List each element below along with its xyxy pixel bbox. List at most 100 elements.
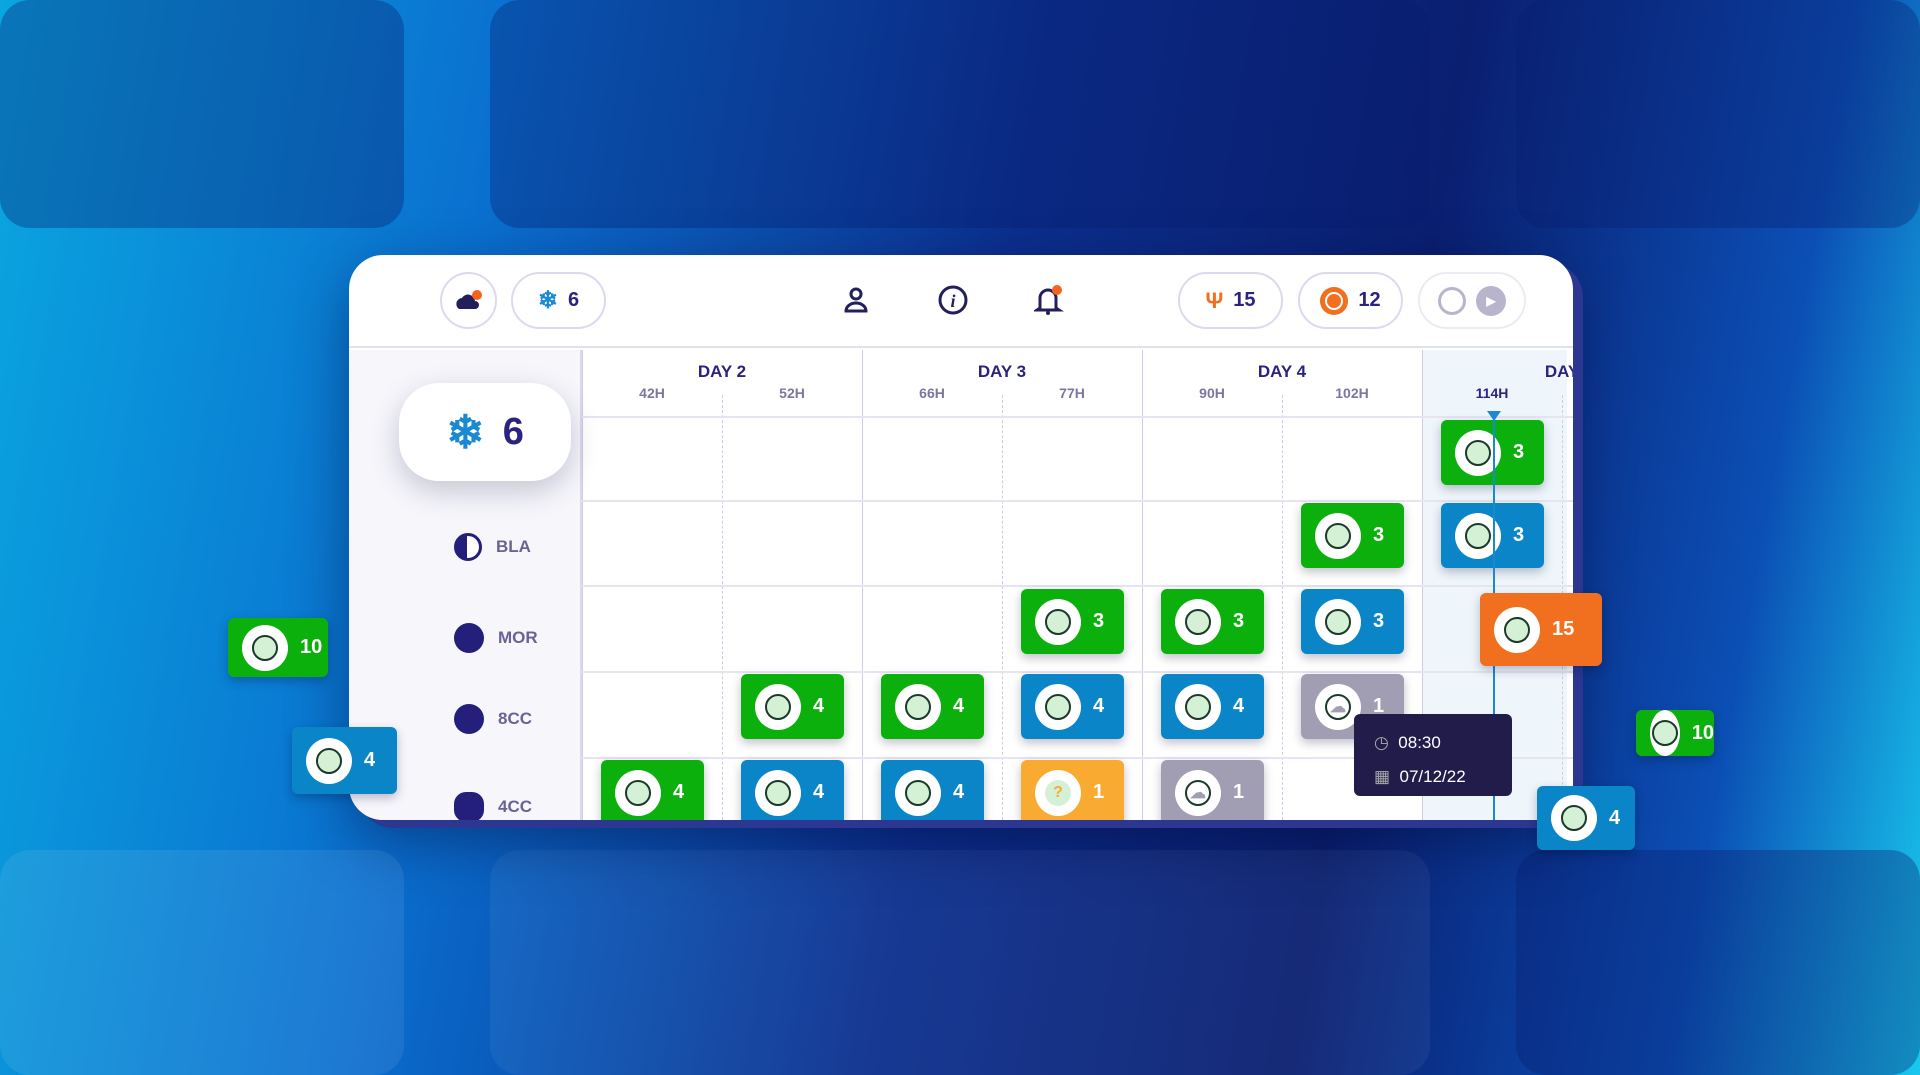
timeline-card: ❄ 6 i Ψ 15 12 ▶ DAY 2 DAY 3 DAY 4 DAY 42H 52H… (349, 255, 1573, 820)
embryo-tile-blue[interactable]: 4 (881, 760, 984, 820)
info-icon[interactable]: i (936, 283, 970, 317)
8-cell-icon (755, 683, 801, 730)
day-label: DAY (1544, 362, 1573, 381)
hour-label: 102H (1335, 385, 1369, 401)
person-icon[interactable] (839, 283, 873, 317)
frozen-summary-count: 6 (502, 410, 524, 453)
row-label-text: MOR (498, 628, 538, 647)
cloud-icon: ☁ (1175, 769, 1221, 816)
frozen-count: 6 (567, 289, 580, 311)
morula-icon (454, 623, 484, 653)
background-panel (0, 850, 404, 1075)
frozen-summary-badge: ❄ 6 (399, 383, 571, 481)
hour-label: 77H (1059, 385, 1085, 401)
background-panel (1516, 0, 1920, 228)
row-label-4cc: 4CC (454, 792, 532, 820)
8-cell-icon (895, 683, 941, 730)
embryo-tile-yellow[interactable]: ? 1 (1021, 760, 1124, 820)
embryo-tile-green[interactable]: 3 (1161, 589, 1264, 654)
embryo-tile-gray[interactable]: ☁ 1 (1301, 674, 1404, 739)
row-divider (582, 416, 1573, 418)
4-cell-icon (306, 737, 352, 784)
embryo-tile-gray[interactable]: ☁ 1 (1161, 760, 1264, 820)
embryo-tile-green[interactable]: 3 (1301, 503, 1404, 568)
tile-count: 1 (1233, 781, 1245, 803)
row-label-8cc: 8CC (454, 704, 532, 734)
row-label-mor: MOR (454, 623, 538, 653)
row-label-text: 4CC (498, 797, 533, 816)
embryo-tile-blue[interactable]: 4 (741, 760, 844, 820)
4-cell-icon (615, 769, 661, 816)
hour-label: 42H (639, 385, 665, 401)
row-divider (582, 757, 1573, 759)
embryo-tile-blue[interactable]: 4 (1161, 674, 1264, 739)
tile-count: 10 (300, 636, 323, 658)
tooltip-time: ◷ 08:30 (1374, 726, 1512, 760)
tile-count: 3 (1373, 524, 1385, 546)
hour-label: 114H (1475, 385, 1509, 401)
tile-tooltip: ◷ 08:30 ▦ 07/12/22 (1354, 714, 1512, 796)
4-cell-icon (454, 792, 484, 820)
tooltip-date: ▦ 07/12/22 (1374, 760, 1512, 794)
embryo-tile-blue[interactable]: 3 (1301, 589, 1404, 654)
morula-icon (1175, 598, 1221, 645)
hour-label: 66H (919, 385, 945, 401)
calendar-icon: ▦ (1374, 767, 1391, 786)
background-panel (490, 850, 1430, 1075)
tile-count: 4 (953, 781, 965, 803)
embryo-tile-blue[interactable]: 4 (1537, 786, 1635, 850)
day-label: DAY 2 (697, 362, 747, 381)
tile-count: 1 (1373, 695, 1385, 717)
transfer-button[interactable]: 12 (1298, 272, 1403, 329)
grid-line (722, 395, 723, 820)
background-panel (490, 0, 1430, 228)
play-icon[interactable]: ▶ (1476, 285, 1506, 316)
transfer-icon (1320, 286, 1349, 315)
tile-count: 3 (1233, 610, 1245, 632)
grid-line (1282, 395, 1283, 820)
embryo-tile-blue[interactable]: 4 (292, 727, 397, 794)
video-button[interactable]: ▶ (1418, 272, 1526, 329)
row-label-text: BLA (496, 537, 531, 556)
tile-count: 4 (813, 781, 825, 803)
8-cell-icon (1175, 683, 1221, 730)
svg-text:i: i (950, 291, 955, 311)
toolbar: ❄ 6 i Ψ 15 12 ▶ (349, 255, 1573, 348)
bell-icon[interactable] (1032, 283, 1066, 317)
embryo-icon (1438, 286, 1466, 315)
current-time-marker (1487, 411, 1501, 421)
embryo-tile-green[interactable]: 10 (228, 618, 328, 677)
cloud-night-icon (455, 289, 482, 309)
row-divider (582, 585, 1573, 587)
embryo-tile-green[interactable]: 3 (1021, 589, 1124, 654)
tile-count: 3 (1373, 610, 1385, 632)
day-label: DAY 3 (977, 362, 1027, 381)
embryo-tile-orange[interactable]: 15 (1480, 593, 1602, 666)
row-divider (582, 671, 1573, 673)
4-cell-icon (895, 769, 941, 816)
embryo-icon (242, 624, 288, 671)
embryo-tile-blue[interactable]: 4 (1021, 674, 1124, 739)
background-panel (1516, 850, 1920, 1075)
frozen-button[interactable]: ❄ 6 (511, 272, 606, 329)
8-cell-icon (1035, 683, 1081, 730)
embryo-tile-green[interactable]: 4 (881, 674, 984, 739)
blastocyst-icon (1315, 512, 1361, 559)
embryo-tile-green[interactable]: 10 (1636, 710, 1714, 756)
tile-count: 15 (1552, 618, 1575, 640)
tile-count: 4 (813, 695, 825, 717)
tile-count: 1 (1093, 781, 1105, 803)
embryo-tile-green[interactable]: 4 (601, 760, 704, 820)
day-label: DAY 4 (1257, 362, 1307, 381)
tile-count: 4 (1093, 695, 1105, 717)
weather-button[interactable] (440, 272, 497, 329)
tile-count: 3 (1513, 441, 1525, 463)
row-label-text: 8CC (498, 709, 533, 728)
tile-count: 4 (1609, 806, 1621, 829)
transfer-count: 12 (1358, 289, 1381, 311)
uterus-button[interactable]: Ψ 15 (1178, 272, 1283, 329)
grid-line (1002, 395, 1003, 820)
embryo-tile-green[interactable]: 4 (741, 674, 844, 739)
background-panel (0, 0, 404, 228)
embryo-icon (1650, 710, 1680, 756)
